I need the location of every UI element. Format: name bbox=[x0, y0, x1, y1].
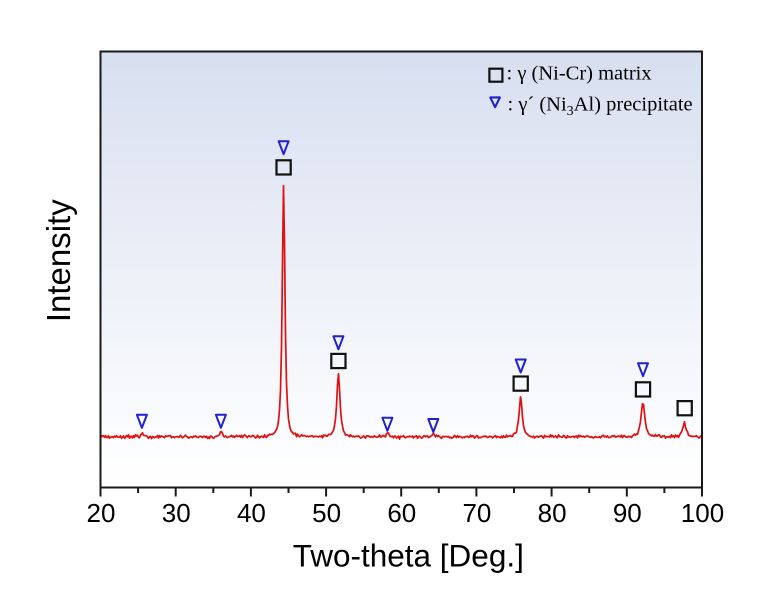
svg-text:Intensity: Intensity bbox=[40, 199, 77, 322]
svg-text:: γ (Ni-Cr) matrix: : γ (Ni-Cr) matrix bbox=[507, 63, 652, 85]
svg-text:20: 20 bbox=[87, 498, 116, 528]
svg-text:50: 50 bbox=[312, 498, 341, 528]
svg-text:60: 60 bbox=[387, 498, 416, 528]
svg-text:70: 70 bbox=[462, 498, 491, 528]
svg-text:: γ´ (Ni3Al) precipitate: : γ´ (Ni3Al) precipitate bbox=[508, 94, 693, 120]
svg-text:Two-theta [Deg.]: Two-theta [Deg.] bbox=[293, 538, 524, 574]
svg-text:30: 30 bbox=[162, 498, 191, 528]
svg-text:80: 80 bbox=[538, 498, 567, 528]
svg-text:40: 40 bbox=[237, 498, 266, 528]
svg-text:90: 90 bbox=[613, 498, 642, 528]
svg-text:100: 100 bbox=[681, 498, 724, 528]
